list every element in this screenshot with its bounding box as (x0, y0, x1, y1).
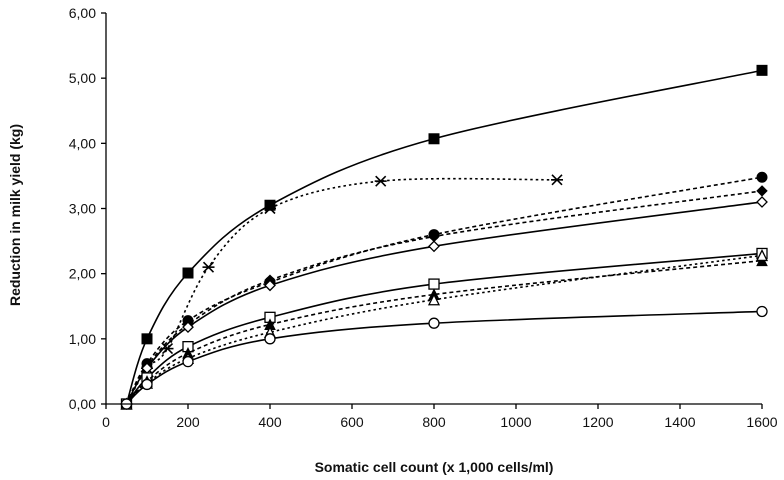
series-6 (120, 247, 768, 410)
x-tick-label: 200 (176, 414, 200, 430)
series-7 (120, 254, 768, 410)
data-point (428, 240, 440, 253)
data-point (755, 248, 769, 262)
y-tick-label: 1,00 (69, 331, 96, 347)
y-tick-label: 5,00 (69, 70, 96, 86)
series-line (125, 177, 558, 405)
data-point (264, 279, 276, 292)
series-line (125, 176, 763, 405)
series-2 (120, 174, 563, 410)
data-point (756, 305, 768, 318)
data-point (264, 202, 276, 215)
series-5 (120, 196, 768, 410)
data-point (374, 175, 387, 187)
y-tick-label: 4,00 (69, 135, 96, 151)
x-tick-label: 400 (258, 414, 282, 430)
data-point (756, 64, 768, 76)
series-1 (121, 64, 768, 410)
series-line (125, 259, 763, 405)
data-point (428, 278, 440, 290)
series-line (125, 254, 763, 405)
series-line (125, 252, 763, 405)
data-point (182, 267, 194, 279)
data-point (756, 171, 768, 183)
axes-layer: 0,00 1,00 2,00 3,00 4,00 5,00 6,00 0 200 400 600 80… (69, 5, 778, 430)
series-layer (120, 64, 769, 410)
x-tick-label: 600 (340, 414, 364, 430)
x-tick-label: 1000 (500, 414, 531, 430)
data-point (756, 196, 768, 208)
y-tick-label: 2,00 (69, 266, 96, 282)
series-3 (121, 171, 768, 410)
data-point (427, 293, 441, 306)
series-line (125, 310, 763, 405)
data-point (202, 261, 215, 273)
y-tick-label: 0,00 (69, 396, 96, 412)
y-tick-label: 6,00 (69, 5, 96, 21)
x-tick-label: 1200 (582, 414, 613, 430)
y-tick-label: 3,00 (69, 201, 96, 217)
data-point (551, 174, 563, 186)
data-point (264, 333, 276, 345)
data-point (141, 333, 153, 345)
series-line (125, 190, 763, 405)
x-tick-label: 0 (102, 414, 110, 430)
series-line (125, 69, 763, 405)
x-axis-label: Somatic cell count (x 1,000 cells/ml) (315, 459, 554, 475)
data-point (428, 133, 440, 145)
x-tick-label: 1600 (746, 414, 777, 430)
series-9 (120, 305, 768, 410)
data-point (182, 321, 194, 334)
data-point (182, 355, 194, 368)
data-point (141, 378, 153, 391)
series-8 (120, 248, 769, 410)
x-tick-label: 1400 (664, 414, 695, 430)
y-axis-label: Reduction in milk yield (kg) (7, 124, 23, 306)
data-point (756, 185, 768, 197)
data-point (428, 317, 440, 329)
x-tick-label: 800 (422, 414, 446, 430)
